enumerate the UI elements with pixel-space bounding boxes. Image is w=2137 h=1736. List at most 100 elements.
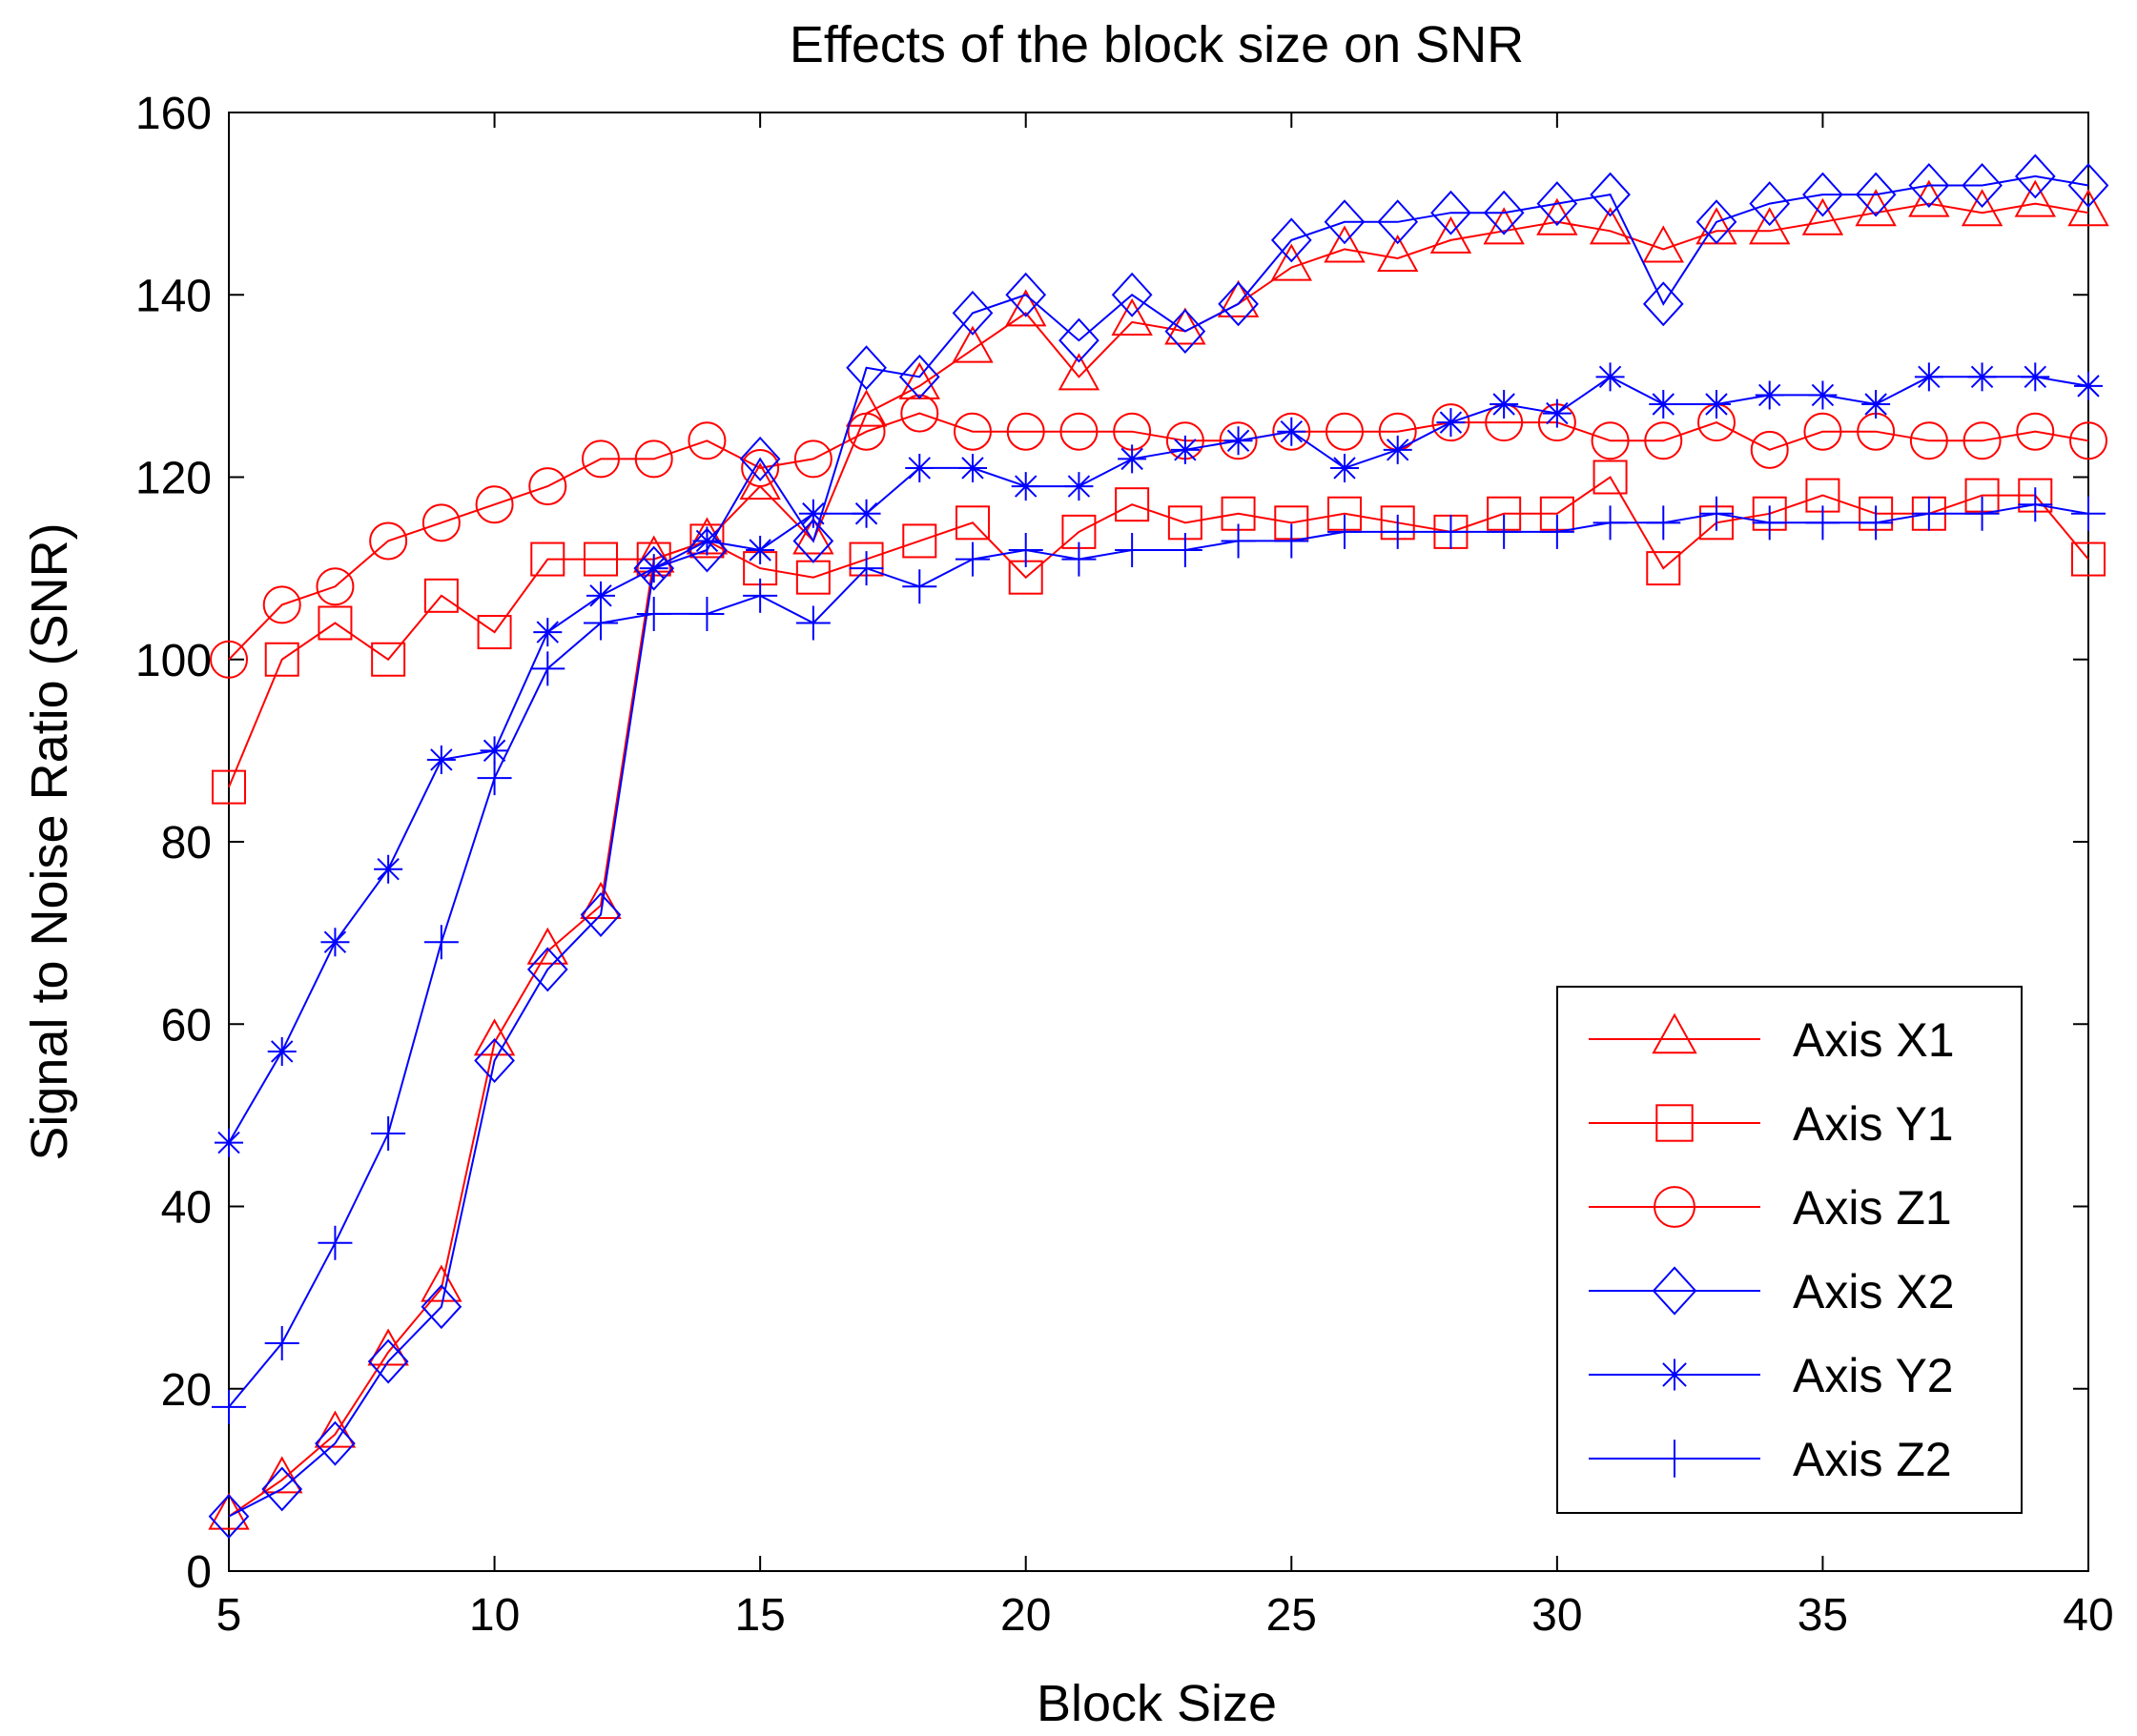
circle-marker	[2069, 421, 2107, 460]
y-tick-label: 20	[161, 1365, 212, 1416]
circle-marker	[634, 439, 673, 479]
legend-entry: Axis X1	[1589, 1012, 1955, 1067]
star-marker	[692, 526, 722, 556]
triangle-marker	[1324, 225, 1366, 263]
plus-marker	[212, 1389, 246, 1424]
diamond-marker	[1111, 272, 1153, 317]
plus-marker	[636, 596, 671, 631]
series-axis-z1	[210, 394, 2107, 679]
plus-marker	[1699, 496, 1734, 531]
diamond-marker	[315, 1420, 356, 1466]
diamond-marker	[1749, 181, 1791, 227]
diamond-marker	[1005, 272, 1047, 317]
circle-marker	[1644, 421, 1683, 460]
series-line	[228, 202, 2089, 1518]
diamond-marker	[526, 947, 568, 992]
diamond-marker	[1164, 309, 1206, 354]
triangle-marker	[1589, 207, 1632, 245]
diamond-marker	[1483, 190, 1525, 235]
plus-marker	[1859, 505, 1894, 541]
x-tick-label: 30	[1531, 1590, 1582, 1641]
circle-marker	[210, 640, 248, 679]
diamond-marker	[1058, 317, 1099, 363]
diamond-marker	[208, 1494, 250, 1540]
star-marker	[1118, 444, 1147, 474]
diamond-marker	[367, 1338, 409, 1384]
circle-marker	[793, 439, 832, 479]
plus-marker	[849, 551, 884, 586]
diamond-marker	[1962, 163, 2003, 208]
x-tick-label: 5	[216, 1590, 242, 1641]
circle-marker	[1909, 421, 1948, 460]
square-marker	[1646, 551, 1681, 586]
plus-marker	[1646, 505, 1681, 541]
plus-marker	[1380, 514, 1415, 549]
triangle-marker	[1642, 225, 1684, 263]
triangle-marker	[739, 462, 781, 500]
triangle-marker	[1058, 353, 1100, 391]
star-marker	[1064, 472, 1094, 501]
legend-label: Axis Y2	[1793, 1349, 1954, 1402]
series-line	[228, 476, 2089, 787]
circle-marker	[1219, 421, 1258, 460]
triangle-marker	[952, 325, 994, 363]
series-line	[228, 412, 2089, 661]
diamond-marker	[2014, 153, 2056, 199]
circle-marker	[847, 412, 886, 451]
circle-marker	[900, 394, 939, 433]
star-marker	[1808, 380, 1838, 410]
circle-marker	[1272, 412, 1311, 451]
circle-marker	[475, 485, 514, 524]
star-marker	[1914, 362, 1943, 392]
series-line	[228, 174, 2089, 1518]
circle-marker	[369, 521, 408, 561]
star-marker	[480, 736, 509, 766]
diamond-marker	[1590, 172, 1631, 217]
y-tick-label: 80	[161, 818, 212, 868]
star-marker	[798, 499, 828, 528]
star-marker	[1490, 390, 1519, 419]
star-marker	[1277, 417, 1306, 446]
legend-label: Axis Z1	[1793, 1181, 1952, 1235]
plus-marker	[584, 605, 618, 641]
square-marker	[1655, 1104, 1694, 1142]
diamond-marker	[792, 518, 834, 563]
legend-box	[1556, 986, 2023, 1514]
square-marker	[264, 642, 299, 677]
y-tick-label: 0	[186, 1547, 212, 1598]
plus-marker	[1539, 514, 1574, 549]
legend: Axis X1 Axis Y1 Axis Z1 Axis X2 Axis Y2 Axis …	[1556, 986, 2023, 1514]
legend-label: Axis Y1	[1793, 1097, 1954, 1151]
plus-marker	[1592, 505, 1628, 541]
plus-marker	[1274, 523, 1309, 559]
plus-marker	[2018, 487, 2053, 522]
plus-marker	[1911, 496, 1946, 531]
star-marker	[958, 453, 987, 482]
plus-marker	[1221, 523, 1256, 559]
circle-marker	[528, 467, 567, 506]
circle-marker	[1962, 421, 2002, 460]
legend-entry: Axis Z1	[1589, 1181, 1952, 1235]
series-axis-y2	[215, 362, 2103, 1157]
legend-entry: Axis Y1	[1589, 1097, 1954, 1151]
triangle-marker	[2014, 179, 2056, 217]
x-tick-label: 15	[734, 1590, 785, 1641]
triangle-marker	[1908, 179, 1950, 217]
plus-marker	[1752, 505, 1787, 541]
legend-entry: Axis Y2	[1589, 1349, 1954, 1402]
plus-marker	[477, 761, 512, 796]
plus-marker	[795, 605, 831, 641]
diamond-marker	[1642, 281, 1684, 327]
star-marker	[852, 499, 881, 528]
plus-marker	[1433, 514, 1469, 549]
diamond-marker	[1652, 1266, 1697, 1316]
chart-title: Effects of the block size on SNR	[790, 16, 1524, 73]
plus-marker	[264, 1325, 299, 1360]
circle-marker	[2016, 412, 2055, 451]
plus-marker	[530, 651, 565, 686]
star-marker	[905, 453, 935, 482]
circle-marker	[1654, 1186, 1695, 1228]
plus-marker	[689, 596, 725, 631]
x-tick-label: 25	[1266, 1590, 1317, 1641]
star-marker	[586, 581, 615, 610]
